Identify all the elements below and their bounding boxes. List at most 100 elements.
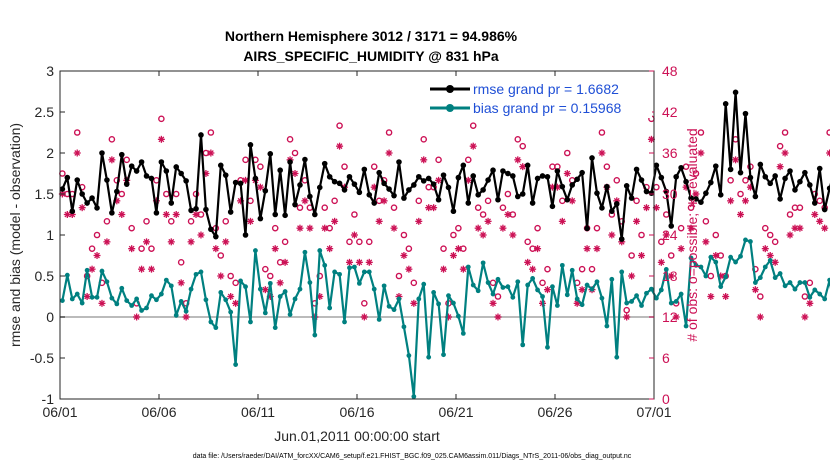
series-point-rmse bbox=[59, 186, 66, 192]
series-point-bias bbox=[787, 280, 793, 285]
obs-evaluated-marker bbox=[222, 238, 230, 246]
series-point-rmse bbox=[742, 110, 749, 117]
series-point-bias bbox=[634, 293, 639, 299]
obs-possible-marker bbox=[771, 238, 779, 246]
obs-evaluated-marker bbox=[781, 149, 789, 157]
series-point-bias bbox=[267, 280, 273, 286]
series-point-bias bbox=[797, 280, 803, 285]
series-point-bias bbox=[69, 296, 75, 302]
obs-evaluated-marker bbox=[543, 286, 551, 294]
series-point-bias bbox=[644, 290, 649, 296]
series-point-rmse bbox=[732, 89, 739, 96]
obs-possible-marker bbox=[242, 156, 249, 164]
obs-possible-marker bbox=[113, 177, 121, 184]
obs-possible-marker bbox=[400, 231, 408, 239]
series-point-rmse bbox=[326, 173, 333, 180]
series-point-bias bbox=[183, 308, 189, 314]
obs-evaluated-marker bbox=[474, 224, 482, 232]
obs-evaluated-marker bbox=[83, 293, 91, 300]
series-point-rmse bbox=[371, 200, 378, 206]
series-point-rmse bbox=[331, 178, 338, 185]
series-point-bias bbox=[257, 286, 263, 292]
series-point-bias bbox=[629, 299, 635, 304]
obs-evaluated-marker bbox=[776, 163, 784, 171]
series-point-rmse bbox=[222, 172, 229, 178]
obs-evaluated-marker bbox=[118, 211, 126, 218]
series-point-rmse bbox=[282, 212, 288, 219]
series-point-rmse bbox=[292, 201, 298, 208]
series-point-rmse bbox=[480, 187, 486, 193]
obs-possible-marker bbox=[281, 238, 289, 246]
series-point-rmse bbox=[74, 177, 81, 183]
obs-evaluated-marker bbox=[662, 231, 670, 239]
x-axis-ticks: 06/01 06/06 06/11 06/16 06/21 06/26 07/01 bbox=[42, 71, 672, 420]
series-point-bias bbox=[510, 294, 516, 300]
series-point-rmse bbox=[188, 207, 194, 214]
series-point-rmse bbox=[470, 173, 477, 179]
obs-evaluated-marker bbox=[741, 197, 749, 205]
obs-possible-marker bbox=[757, 293, 764, 300]
obs-evaluated-marker bbox=[232, 299, 240, 307]
obs-possible-marker bbox=[370, 163, 378, 170]
obs-evaluated-marker bbox=[73, 149, 81, 157]
obs-evaluated-marker bbox=[138, 265, 146, 273]
obs-possible-marker bbox=[385, 129, 393, 136]
y2-tick-label: 0 bbox=[662, 391, 670, 407]
series-point-rmse bbox=[252, 175, 259, 182]
series-point-rmse bbox=[712, 163, 719, 169]
series-point-rmse bbox=[455, 174, 462, 181]
obs-possible-marker bbox=[257, 163, 264, 170]
series-point-bias bbox=[446, 293, 451, 299]
obs-possible-marker bbox=[712, 231, 720, 239]
obs-possible-marker bbox=[390, 204, 398, 211]
series-point-rmse bbox=[84, 200, 90, 206]
obs-evaluated-marker bbox=[365, 258, 373, 266]
obs-evaluated-marker bbox=[435, 176, 443, 184]
obs-possible-marker bbox=[128, 224, 135, 232]
series-point-rmse bbox=[569, 182, 576, 188]
series-point-rmse bbox=[524, 162, 531, 169]
series-point-rmse bbox=[406, 187, 412, 193]
series-point-bias bbox=[520, 342, 526, 348]
obs-possible-marker bbox=[227, 272, 234, 280]
series-point-bias bbox=[178, 299, 184, 304]
series-point-bias bbox=[480, 260, 486, 266]
obs-possible-marker bbox=[479, 211, 487, 218]
series-point-rmse bbox=[613, 201, 620, 207]
series-point-rmse bbox=[495, 196, 501, 203]
obs-evaluated-marker bbox=[415, 217, 423, 225]
series-point-rmse bbox=[79, 191, 85, 197]
obs-possible-marker bbox=[781, 129, 789, 136]
series-point-bias bbox=[139, 308, 144, 313]
series-point-rmse bbox=[549, 203, 556, 210]
series-point-rmse bbox=[336, 180, 343, 187]
series-point-bias bbox=[396, 296, 402, 302]
obs-possible-marker bbox=[158, 115, 165, 123]
series-point-bias bbox=[515, 279, 521, 285]
obs-possible-marker bbox=[633, 197, 640, 205]
series-point-rmse bbox=[64, 174, 71, 181]
obs-possible-marker bbox=[806, 279, 814, 287]
series-point-bias bbox=[550, 284, 555, 290]
series-point-rmse bbox=[386, 186, 392, 192]
obs-evaluated-marker bbox=[484, 217, 492, 225]
series-point-bias bbox=[792, 286, 798, 292]
series-point-bias bbox=[733, 259, 738, 265]
obs-possible-marker bbox=[336, 122, 343, 129]
obs-possible-marker bbox=[702, 218, 710, 225]
obs-possible-marker bbox=[296, 204, 304, 211]
series-point-rmse bbox=[653, 162, 660, 169]
series-point-rmse bbox=[435, 196, 442, 203]
obs-evaluated-marker bbox=[78, 204, 86, 212]
series-point-bias bbox=[307, 280, 313, 285]
obs-possible-marker bbox=[658, 238, 665, 246]
obs-possible-marker bbox=[628, 252, 635, 259]
series-point-rmse bbox=[633, 166, 640, 173]
series-point-bias bbox=[94, 294, 100, 300]
series-point-rmse bbox=[643, 188, 650, 195]
obs-evaluated-marker bbox=[771, 258, 779, 266]
series-point-rmse bbox=[232, 179, 239, 186]
obs-possible-marker bbox=[761, 224, 769, 232]
series-point-bias bbox=[104, 279, 110, 285]
series-point-bias bbox=[757, 275, 763, 281]
